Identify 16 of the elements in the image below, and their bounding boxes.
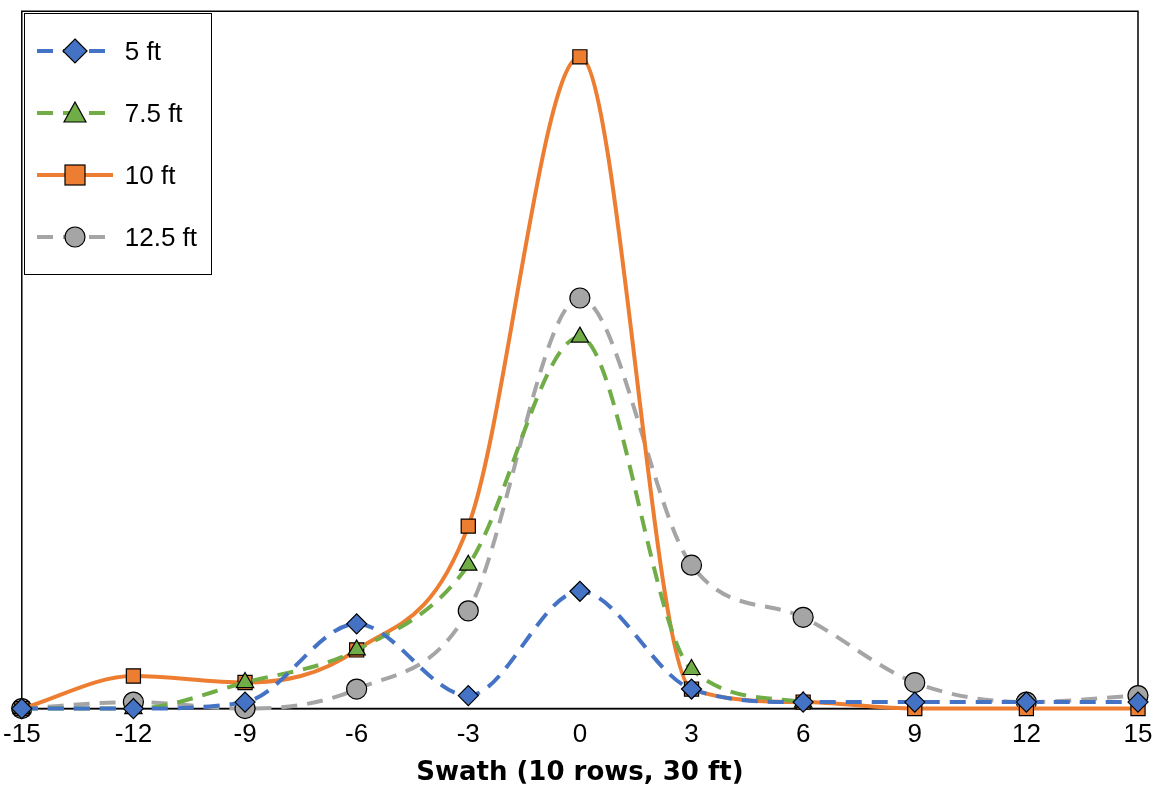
x-tick-label: 6 (795, 718, 811, 749)
legend-label: 12.5 ft (124, 221, 198, 253)
legend-label: 10 ft (124, 159, 176, 191)
x-tick-label: 15 (1123, 718, 1153, 749)
x-tick-label: -12 (114, 718, 153, 749)
x-tick-label: -9 (233, 718, 257, 749)
x-tick-label: -15 (3, 718, 41, 749)
legend-label: 5 ft (124, 35, 161, 67)
x-tick-label: 0 (572, 718, 588, 749)
x-tick-label: 12 (1011, 718, 1041, 749)
legend-label: 7.5 ft (124, 97, 183, 129)
x-tick-label: 9 (907, 718, 922, 749)
x-axis-title: Swath (10 rows, 30 ft) (416, 756, 744, 787)
x-tick-label: 3 (684, 718, 699, 749)
x-tick-label: -3 (456, 718, 480, 749)
x-tick-label: -6 (345, 718, 369, 749)
